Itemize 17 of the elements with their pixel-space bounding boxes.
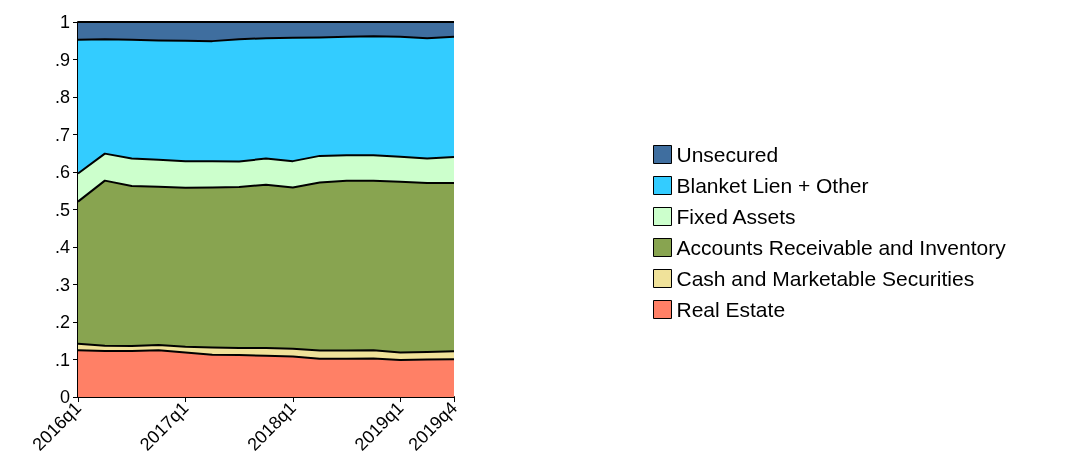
legend-label: Cash and Marketable Securities [676,267,975,290]
legend-label: Fixed Assets [676,205,796,228]
y-tick-label: .6 [54,162,70,183]
legend-label: Real Estate [676,298,786,321]
legend-label: Accounts Receivable and Inventory [676,236,1007,259]
y-tick-label: .2 [54,312,70,333]
y-tick-label: .3 [54,274,70,295]
y-tick-label: .4 [54,237,70,258]
y-tick-label: .8 [54,87,70,108]
y-tick-label: .1 [54,349,70,370]
y-tick-label: .5 [54,199,70,220]
y-tick-label: .7 [54,124,70,145]
y-tick-label: .9 [54,49,70,70]
legend-label: Unsecured [676,143,779,166]
y-tick-label: 0 [59,387,70,408]
legend-label: Blanket Lien + Other [676,174,869,197]
y-tick-label: 1 [59,12,70,32]
